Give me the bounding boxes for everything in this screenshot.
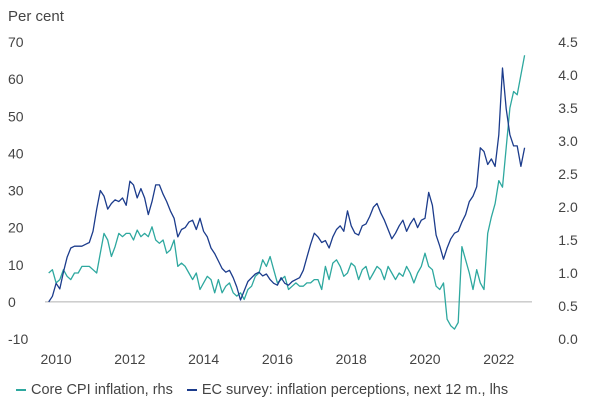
right-axis-ticks: 0.0 0.5 1.0 1.5 2.0 2.5 3.0 3.5 4.0 4.5 (558, 34, 578, 347)
right-tick-label: 1.5 (558, 232, 578, 248)
legend-swatch-ec-survey (186, 389, 197, 391)
legend: Core CPI inflation, rhs EC survey: infla… (16, 382, 508, 398)
left-tick-label: 30 (8, 183, 24, 199)
left-tick-label: 40 (8, 145, 24, 161)
x-axis-ticks: 2010 2012 2014 2016 2018 2020 2022 (40, 351, 514, 367)
x-tick-label: 2014 (188, 351, 219, 367)
x-tick-label: 2022 (483, 351, 514, 367)
right-tick-label: 3.5 (558, 100, 578, 116)
legend-label-core-cpi: Core CPI inflation, rhs (31, 382, 173, 398)
legend-item-ec-survey: EC survey: inflation perceptions, next 1… (186, 382, 509, 398)
series-line-ec-survey (48, 67, 526, 303)
right-tick-label: 4.0 (558, 67, 578, 83)
x-tick-label: 2020 (409, 351, 440, 367)
x-tick-label: 2010 (40, 351, 71, 367)
right-tick-label: 2.0 (558, 199, 578, 215)
right-tick-label: 1.0 (558, 265, 578, 281)
left-axis-ticks: -10 0 10 20 30 40 50 60 70 (8, 34, 28, 347)
left-tick-label: 0 (8, 294, 16, 310)
x-tick-label: 2016 (262, 351, 293, 367)
series-lines (48, 55, 526, 330)
left-tick-label: 10 (8, 257, 24, 273)
right-tick-label: 0.0 (558, 331, 578, 347)
legend-label-ec-survey: EC survey: inflation perceptions, next 1… (201, 382, 509, 398)
left-axis-label: Per cent (8, 8, 65, 25)
series-line-core-cpi (48, 55, 526, 330)
left-tick-label: 70 (8, 34, 24, 50)
legend-swatch-core-cpi (16, 389, 26, 391)
legend-item-core-cpi: Core CPI inflation, rhs (16, 382, 173, 398)
left-tick-label: 50 (8, 108, 24, 124)
left-tick-label: 60 (8, 71, 24, 87)
left-tick-label: 20 (8, 220, 24, 236)
x-tick-label: 2012 (114, 351, 145, 367)
left-tick-label: -10 (8, 331, 28, 347)
x-tick-label: 2018 (336, 351, 367, 367)
right-tick-label: 2.5 (558, 166, 578, 182)
right-tick-label: 0.5 (558, 298, 578, 314)
right-tick-label: 4.5 (558, 34, 578, 50)
right-tick-label: 3.0 (558, 133, 578, 149)
